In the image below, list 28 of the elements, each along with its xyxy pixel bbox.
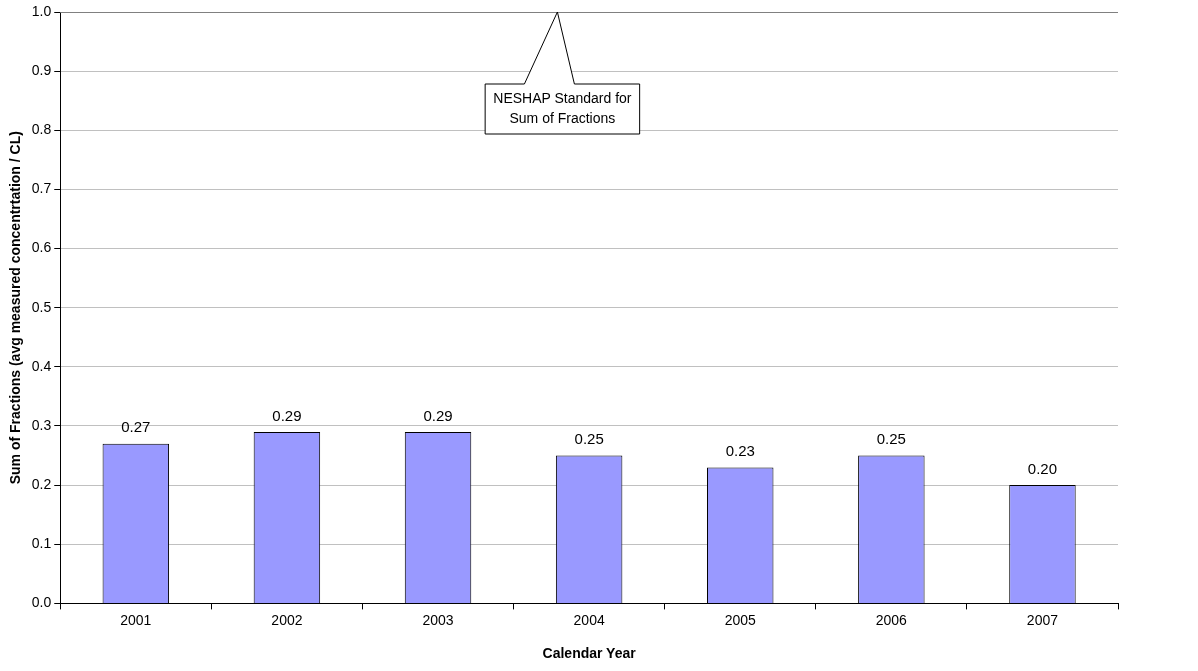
y-tick-label: 0.1 — [31, 535, 52, 552]
x-tick-label: 2002 — [271, 611, 303, 628]
x-tick-label: 2004 — [573, 611, 605, 628]
y-tick-label: 0.9 — [31, 62, 52, 78]
y-axis-title: Sum of Fractions (avg measured concentrtation / CL) — [7, 131, 24, 485]
data-label: 0.20 — [1027, 459, 1058, 477]
x-axis-title: Calendar Year — [542, 645, 637, 662]
y-tick-label: 0.2 — [31, 475, 52, 492]
y-tick-label: 0.0 — [31, 594, 52, 611]
y-tick-label: 0.4 — [31, 357, 52, 374]
x-tick-label: 2006 — [875, 611, 908, 628]
annotation: NESHAP Standard for Sum of Fractions — [493, 89, 632, 126]
x-tick-label: 2003 — [422, 611, 454, 628]
data-label: 0.23 — [725, 442, 755, 460]
x-tick-label: 2007 — [1026, 611, 1059, 628]
data-label: 0.29 — [272, 406, 302, 424]
y-tick-label: 0.3 — [31, 416, 52, 433]
x-tick-label: 2001 — [120, 611, 152, 628]
data-label: 0.27 — [121, 418, 151, 436]
data-label: 0.25 — [876, 430, 906, 448]
data-label: 0.25 — [574, 430, 604, 448]
x-tick-label: 2005 — [724, 611, 757, 628]
data-label: 0.29 — [423, 406, 453, 424]
y-tick-label: 0.6 — [31, 239, 52, 256]
y-tick-label: 0.8 — [31, 121, 52, 138]
y-tick-label: 0.5 — [31, 298, 52, 315]
y-tick-label: 0.7 — [31, 180, 52, 197]
y-tick-label: 1.0 — [31, 2, 52, 19]
